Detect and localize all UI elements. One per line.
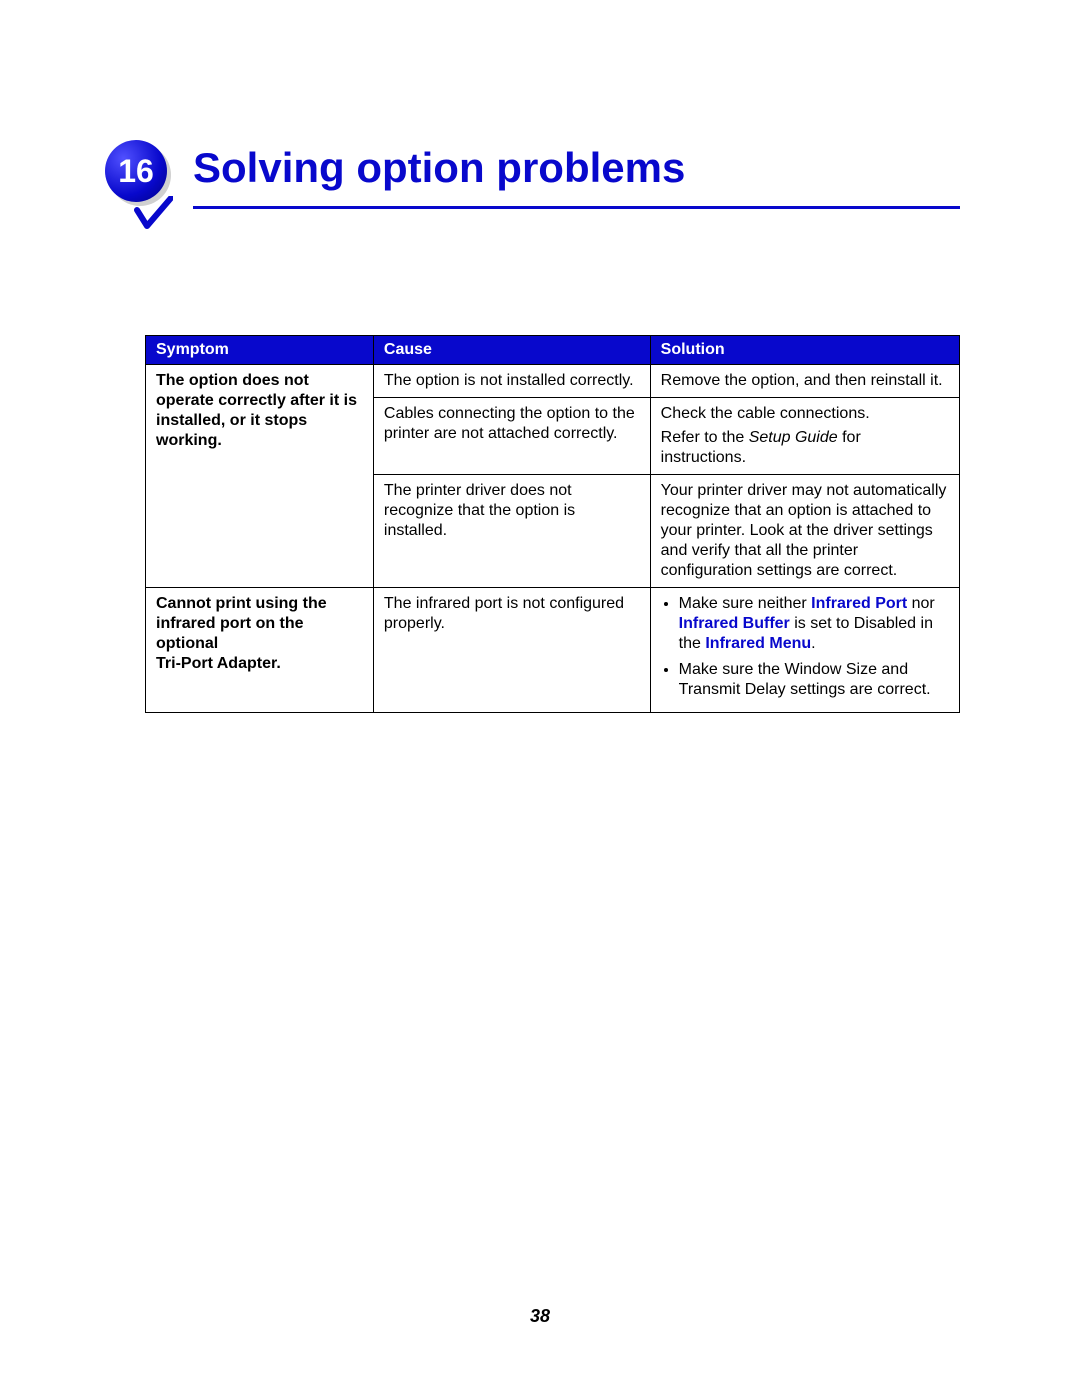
cause-cell: Cables connecting the option to the prin… <box>373 398 650 475</box>
symptom-cell: The option does not operate correctly af… <box>146 365 374 588</box>
col-header-solution: Solution <box>650 336 959 365</box>
document-page: 16 Solving option problems Symptom Cause… <box>0 0 1080 1397</box>
col-header-cause: Cause <box>373 336 650 365</box>
table-row: The option does not operate correctly af… <box>146 365 960 398</box>
solution-line: Refer to the Setup Guide for instruction… <box>661 428 949 468</box>
cause-cell: The infrared port is not configured prop… <box>373 588 650 713</box>
solution-cell: Make sure neither Infrared Port nor Infr… <box>650 588 959 713</box>
col-header-symptom: Symptom <box>146 336 374 365</box>
chapter-title: Solving option problems <box>193 144 685 192</box>
cause-cell: The printer driver does not recognize th… <box>373 475 650 588</box>
table-header-row: Symptom Cause Solution <box>146 336 960 365</box>
title-underline <box>193 206 960 209</box>
list-item: Make sure the Window Size and Transmit D… <box>679 660 949 700</box>
solution-text: nor <box>907 595 935 612</box>
checkmark-icon <box>133 196 173 236</box>
link-infrared-port[interactable]: Infrared Port <box>811 595 907 612</box>
chapter-number: 16 <box>118 153 154 190</box>
page-number: 38 <box>0 1306 1080 1327</box>
solution-list: Make sure neither Infrared Port nor Infr… <box>661 594 949 700</box>
symptom-text: Tri-Port Adapter. <box>156 655 281 672</box>
link-infrared-menu[interactable]: Infrared Menu <box>705 635 811 652</box>
chapter-number-circle: 16 <box>105 140 167 202</box>
table-row: Cannot print using the infrared port on … <box>146 588 960 713</box>
solution-cell: Check the cable connections. Refer to th… <box>650 398 959 475</box>
solution-text: . <box>811 635 815 652</box>
solution-line: Check the cable connections. <box>661 404 949 424</box>
solution-cell: Your printer driver may not automaticall… <box>650 475 959 588</box>
symptom-cell: Cannot print using the infrared port on … <box>146 588 374 713</box>
link-infrared-buffer[interactable]: Infrared Buffer <box>679 615 790 632</box>
solution-text: Refer to the <box>661 429 749 446</box>
chapter-header: 16 Solving option problems <box>145 140 960 250</box>
solution-text: Make sure neither <box>679 595 812 612</box>
troubleshooting-table: Symptom Cause Solution The option does n… <box>145 335 960 713</box>
cause-cell: The option is not installed correctly. <box>373 365 650 398</box>
list-item: Make sure neither Infrared Port nor Infr… <box>679 594 949 654</box>
reference-title: Setup Guide <box>749 429 838 446</box>
solution-cell: Remove the option, and then reinstall it… <box>650 365 959 398</box>
symptom-text: Cannot print using the infrared port on … <box>156 595 327 652</box>
